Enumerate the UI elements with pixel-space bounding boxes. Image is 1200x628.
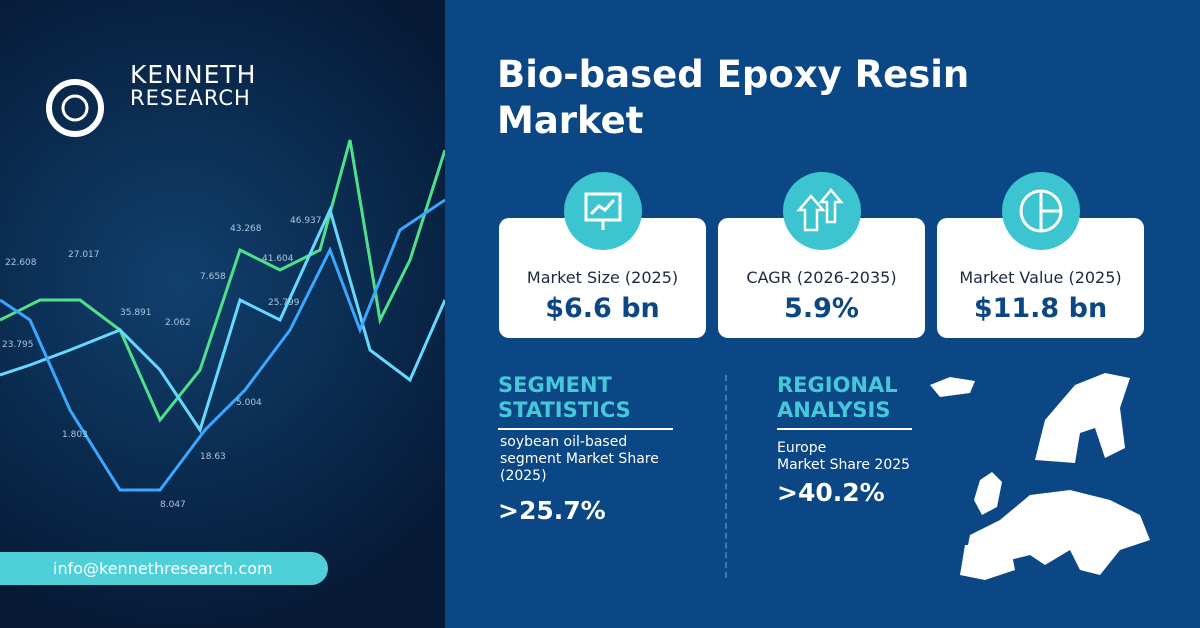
divider (725, 375, 727, 578)
background-label: 2.062 (165, 318, 191, 328)
card-label: Market Size (2025) (526, 268, 679, 287)
background-label: 1.803 (62, 430, 88, 440)
background-label: 41.604 (262, 254, 294, 264)
description: Market Share 2025 (777, 457, 911, 473)
card-label: CAGR (2026-2035) (746, 268, 897, 287)
icon (783, 172, 861, 250)
decorative-chart (0, 79, 445, 492)
card-value: $11.8 bn (973, 293, 1108, 324)
left-panel: 8.047 18.63 5.004 25.799 46.937 41.604 43.268 7… (0, 0, 445, 628)
card-label: Market Value (2025) (959, 268, 1122, 287)
background-label: 18.63 (200, 452, 226, 462)
background-label: 35.891 (120, 308, 152, 318)
stat-value: >40.2% (777, 478, 885, 507)
stat-value: >25.7% (498, 496, 606, 525)
background-label: 27.017 (68, 250, 100, 260)
email[interactable]: info@kennethresearch.com (0, 552, 328, 585)
background-label: 23.795 (2, 340, 34, 350)
europe-map (930, 373, 1150, 580)
icon (564, 172, 642, 250)
rule (777, 428, 912, 430)
background-label: 8.047 (160, 500, 186, 510)
section-heading: REGIONAL ANALYSIS (777, 373, 898, 422)
section-heading: SEGMENT STATISTICS (498, 373, 631, 422)
background-label: 5.004 (236, 398, 262, 408)
background-label: 43.268 (230, 224, 262, 234)
background-label: 22.608 (5, 258, 37, 268)
region: Europe (777, 440, 827, 456)
brand-line: KENNETH (130, 60, 257, 89)
card-value: 5.9% (784, 293, 859, 324)
rule (498, 428, 673, 430)
description: soybean oil-based segment Market Share (… (500, 434, 659, 484)
card-value: $6.6 bn (545, 293, 660, 324)
stat-card: Market Value (2025) $11.8 bn (937, 218, 1144, 338)
brand-line: RESEARCH (130, 86, 251, 110)
title: Bio-based Epoxy Resin Market (497, 53, 970, 142)
background-label: 46.937 (290, 216, 322, 226)
background-label: 25.799 (268, 298, 300, 308)
icon (1002, 172, 1080, 250)
background-label: 7.658 (200, 272, 226, 282)
